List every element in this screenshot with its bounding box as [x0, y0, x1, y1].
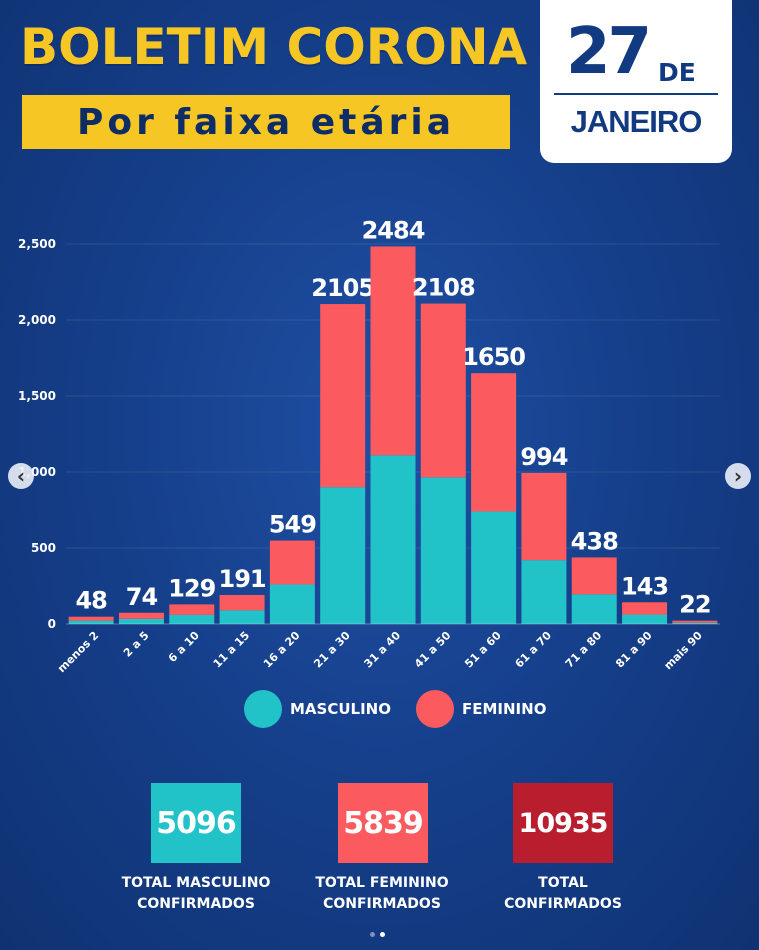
chart-legend: MASCULINO FEMININO	[0, 690, 759, 730]
bar-masculino	[521, 560, 567, 624]
x-tick-label: 2 a 5	[121, 629, 152, 660]
x-tick-label: menos 2	[55, 629, 101, 675]
bar-feminino	[672, 620, 718, 623]
bar-total-label: 2108	[412, 274, 475, 302]
x-tick-label: mais 90	[662, 629, 706, 673]
y-tick-label: 500	[31, 541, 56, 555]
chevron-left-icon[interactable]: ‹	[8, 463, 34, 489]
x-tick-label: 81 a 90	[613, 629, 655, 671]
bar-masculino	[471, 511, 517, 624]
y-tick-label: 1,500	[18, 389, 56, 403]
x-tick-label: 11 a 15	[211, 629, 253, 671]
x-tick-label: 6 a 10	[166, 629, 202, 665]
bar-masculino	[571, 594, 617, 624]
bar-feminino	[320, 304, 366, 488]
bar-total-label: 549	[269, 511, 316, 539]
chevron-right-icon[interactable]: ›	[725, 463, 751, 489]
bar-total-label: 22	[679, 591, 710, 619]
x-tick-label: 31 a 40	[362, 629, 404, 671]
bar-masculino	[672, 622, 718, 624]
x-tick-label: 71 a 80	[563, 629, 605, 671]
bar-masculino	[320, 487, 366, 624]
bar-masculino	[269, 584, 315, 624]
y-tick-label: 2,500	[18, 237, 56, 251]
legend-item-masculino: MASCULINO	[244, 690, 391, 728]
bar-total-label: 74	[126, 583, 158, 611]
bar-masculino	[420, 477, 466, 624]
carousel-dot[interactable]	[380, 932, 385, 937]
bar-feminino	[169, 604, 215, 615]
page-subtitle: Por faixa etária	[76, 101, 456, 143]
bar-feminino	[269, 540, 315, 585]
bar-masculino	[118, 618, 164, 624]
date-day: 27	[566, 15, 652, 89]
y-tick-label: 0	[48, 617, 56, 631]
carousel-dot[interactable]	[370, 932, 375, 937]
total-masculino-value: 5096	[151, 783, 241, 863]
date-card: 27 DE JANEIRO	[540, 0, 732, 163]
bar-masculino	[219, 610, 265, 624]
total-masculino-label: TOTAL MASCULINO CONFIRMADOS	[121, 875, 271, 912]
bar-feminino	[571, 557, 617, 595]
legend-label-feminino: FEMININO	[462, 700, 547, 718]
bar-total-label: 191	[219, 565, 266, 593]
bar-feminino	[118, 612, 164, 619]
total-confirmados-label: TOTAL CONFIRMADOS	[504, 875, 622, 912]
bar-total-label: 143	[621, 572, 668, 600]
bar-total-label: 48	[75, 587, 107, 615]
page-title: BOLETIM CORONA	[20, 18, 528, 76]
bar-feminino	[420, 303, 466, 478]
bar-masculino	[169, 614, 215, 624]
bar-total-label: 2105	[311, 274, 374, 302]
bar-feminino	[68, 616, 114, 621]
total-confirmados-value: 10935	[513, 783, 613, 863]
bar-total-label: 1650	[462, 343, 525, 371]
bar-total-label: 129	[168, 574, 215, 602]
bar-feminino	[622, 602, 668, 615]
legend-swatch-feminino	[416, 690, 454, 728]
date-month: JANEIRO	[570, 104, 703, 139]
x-tick-label: 51 a 60	[462, 629, 504, 671]
legend-item-feminino: FEMININO	[416, 690, 546, 728]
legend-swatch-masculino	[244, 690, 282, 728]
bar-masculino	[68, 620, 114, 624]
bar-feminino	[471, 373, 517, 512]
bar-total-label: 2484	[362, 220, 425, 244]
carousel-indicator	[370, 932, 385, 937]
date-divider	[554, 93, 718, 95]
bar-feminino	[219, 594, 265, 611]
bar-total-label: 994	[520, 443, 567, 471]
legend-label-masculino: MASCULINO	[290, 700, 391, 718]
x-tick-label: 21 a 30	[311, 629, 353, 671]
bar-masculino	[370, 455, 416, 624]
total-feminino-label: TOTAL FEMININO CONFIRMADOS	[315, 875, 449, 912]
bar-total-label: 438	[571, 527, 618, 555]
bar-feminino	[521, 472, 567, 561]
bar-masculino	[622, 614, 668, 624]
x-tick-label: 61 a 70	[513, 629, 555, 671]
date-de: DE	[658, 58, 696, 87]
x-tick-label: 41 a 50	[412, 629, 454, 671]
y-tick-label: 2,000	[18, 313, 56, 327]
x-tick-label: 16 a 20	[261, 629, 303, 671]
total-feminino-value: 5839	[338, 783, 428, 863]
subtitle-banner: Por faixa etária	[22, 95, 510, 149]
bar-feminino	[370, 246, 416, 456]
